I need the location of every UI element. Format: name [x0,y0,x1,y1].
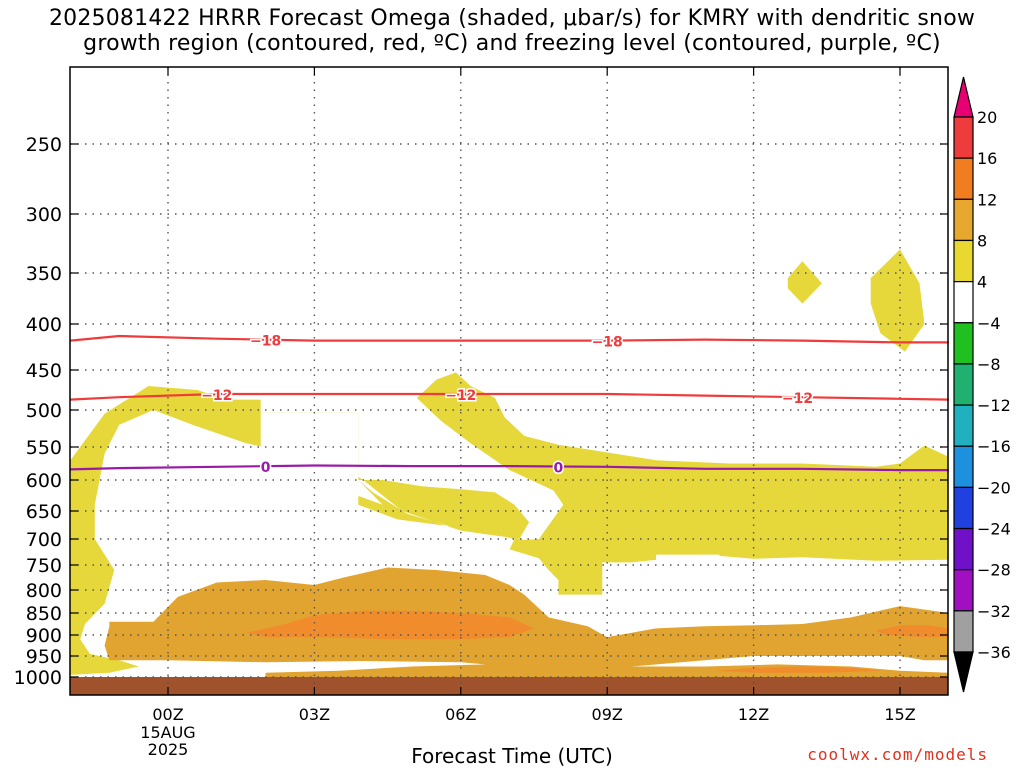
colorbar-label: −32 [977,602,1011,621]
contour-label: 0 [261,460,271,476]
colorbar-label: −28 [977,561,1011,580]
contour-label: −12 [201,388,232,404]
y-tick-label: 750 [26,555,62,577]
colorbar-label: 4 [977,273,987,292]
omega-region-3 [104,567,948,667]
colorbar-bottom-arrow [953,651,974,693]
y-tick-label: 950 [26,646,62,668]
ground-band [70,677,948,695]
y-tick-label: 250 [26,134,62,156]
x-tick-label: 00Z [152,705,183,724]
omega-region-7 [714,666,881,673]
plot-frame [69,66,949,696]
x-axis-title: Forecast Time (UTC) [411,744,613,768]
contour-label: 0 [554,460,564,476]
omega-shading [70,249,948,677]
chart-title-line1: 2025081422 HRRR Forecast Omega (shaded, … [48,6,976,31]
y-tick-label: 600 [26,470,62,492]
contour-line-2 [70,464,949,472]
colorbar-label: −24 [977,520,1011,539]
colorbar-box [953,239,974,283]
colorbar-box [953,157,974,200]
chart-title: 2025081422 HRRR Forecast Omega (shaded, … [0,6,1024,56]
colorbar-label: −8 [977,355,1001,374]
colorbar-box [953,116,974,159]
y-tick-label: 300 [26,204,62,226]
colorbar-box [953,363,974,406]
y-tick-label: 500 [26,400,62,422]
colorbar-box [953,445,974,488]
colorbar-label: −16 [977,437,1011,456]
colorbar-label: 20 [977,108,997,127]
y-tick-label: 1000 [14,667,62,689]
contour-label: −12 [782,391,813,407]
y-tick-label: 900 [26,625,62,647]
contour-label: −18 [592,335,623,351]
colorbar-box [953,322,974,365]
y-tick-label: 400 [26,314,62,336]
x-tick-sublabel: 2025 [148,740,189,759]
y-tick-label: 550 [26,437,62,459]
x-tick-label: 03Z [299,705,330,724]
y-tick-label: 350 [26,263,62,285]
colorbar-top-arrow [953,76,974,118]
colorbar-box [953,404,974,447]
colorbar-label: −4 [977,314,1001,333]
x-tick-sublabel: 15AUG [140,723,195,742]
x-tick-label: 09Z [592,705,623,724]
contour-label: −12 [445,388,476,404]
y-tick-label: 850 [26,603,62,625]
chart-title-line2: growth region (contoured, red, ºC) and f… [83,31,941,56]
colorbar-box [953,527,974,571]
omega-region-1 [787,261,822,304]
x-tick-label: 06Z [445,705,476,724]
omega-region-5 [246,610,534,640]
colorbar-label: 16 [977,149,997,168]
contour-label: −18 [250,334,281,350]
contour-line-1 [70,392,949,401]
x-tick-label: 12Z [738,705,769,724]
colorbar-box [953,281,974,324]
colorbar-label: −20 [977,478,1011,497]
colorbar-label: 8 [977,231,987,250]
omega-region-6 [875,625,948,638]
colorbar-box [953,610,974,653]
y-tick-label: 800 [26,580,62,602]
omega-gap-0 [260,412,383,505]
y-tick-label: 650 [26,501,62,523]
omega-region-2 [870,249,925,352]
colorbar-box [953,198,974,242]
source-credit[interactable]: coolwx.com/models [807,745,988,764]
y-tick-label: 700 [26,529,62,551]
colorbar-label: −12 [977,396,1011,415]
omega-gap-1 [656,554,720,568]
colorbar-box [953,569,974,612]
contour-line-0 [70,334,949,344]
colorbar-box [953,486,974,530]
y-tick-label: 450 [26,360,62,382]
colorbar-label: 12 [977,190,997,209]
x-tick-label: 15Z [884,705,915,724]
colorbar-label: −36 [977,643,1011,662]
